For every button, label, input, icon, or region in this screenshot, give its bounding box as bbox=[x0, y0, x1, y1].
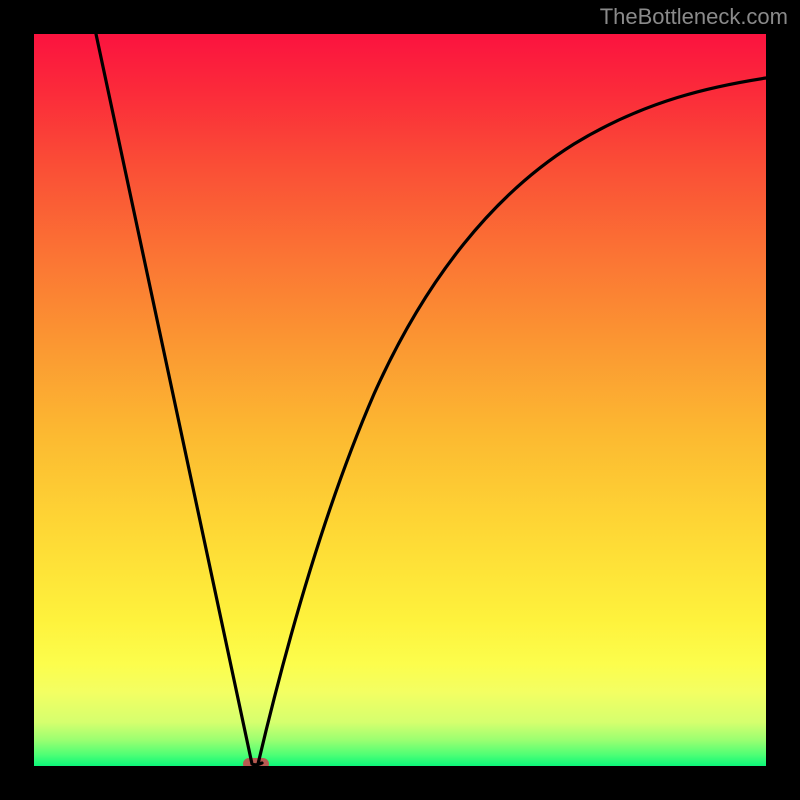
watermark-text: TheBottleneck.com bbox=[600, 4, 788, 30]
bottleneck-curve bbox=[34, 34, 766, 766]
frame-border-right bbox=[766, 0, 800, 800]
curve-path bbox=[96, 34, 766, 765]
plot-area bbox=[34, 34, 766, 766]
frame-border-left bbox=[0, 0, 34, 800]
frame-border-bottom bbox=[0, 766, 800, 800]
